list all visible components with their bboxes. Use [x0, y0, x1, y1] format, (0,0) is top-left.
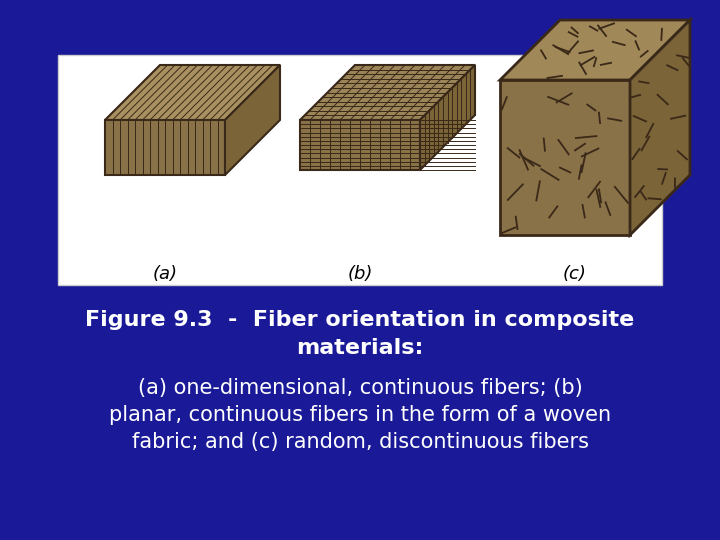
Text: (a) one‐dimensional, continuous fibers; (b): (a) one‐dimensional, continuous fibers; …	[138, 378, 582, 398]
Text: (a): (a)	[153, 265, 178, 283]
Text: planar, continuous fibers in the form of a woven: planar, continuous fibers in the form of…	[109, 405, 611, 425]
Polygon shape	[630, 20, 690, 235]
Text: (c): (c)	[563, 265, 587, 283]
Polygon shape	[300, 65, 475, 120]
Polygon shape	[105, 120, 225, 175]
Polygon shape	[225, 65, 280, 175]
Polygon shape	[500, 20, 690, 80]
Polygon shape	[420, 65, 475, 170]
Text: fabric; and (c) random, discontinuous fibers: fabric; and (c) random, discontinuous fi…	[132, 432, 588, 452]
Bar	[58, 55, 662, 285]
Polygon shape	[105, 65, 280, 120]
Polygon shape	[500, 80, 630, 235]
Text: (b): (b)	[347, 265, 373, 283]
Text: materials:: materials:	[297, 338, 423, 358]
Text: Figure 9.3  -  Fiber orientation in composite: Figure 9.3 - Fiber orientation in compos…	[86, 310, 634, 330]
Polygon shape	[300, 120, 420, 170]
